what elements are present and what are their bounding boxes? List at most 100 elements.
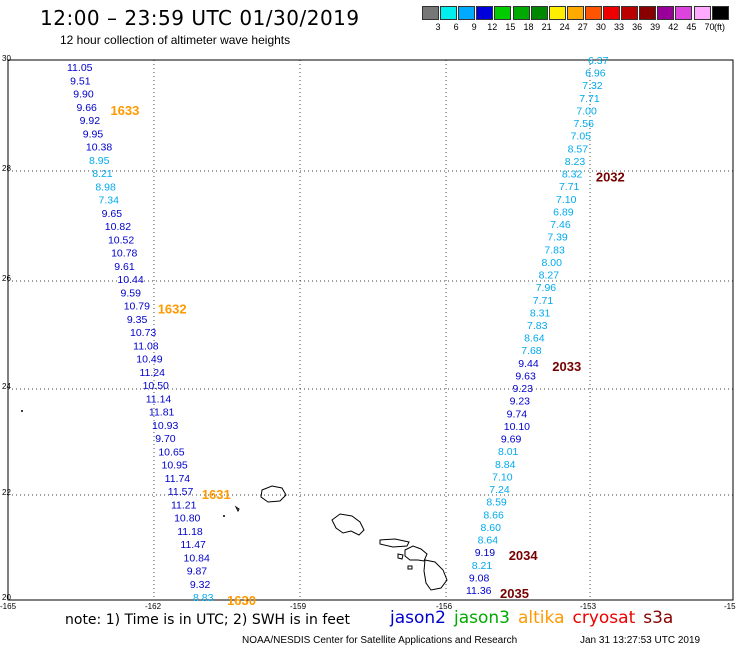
wave-height-value: 11.08 bbox=[133, 340, 159, 352]
grid-lines bbox=[8, 60, 733, 600]
wave-height-value: 10.95 bbox=[162, 460, 188, 472]
scale-swatch bbox=[657, 6, 675, 20]
pass-time-label: 2033 bbox=[552, 359, 581, 374]
scale-swatch bbox=[548, 6, 566, 20]
scale-label: 15 bbox=[505, 22, 516, 32]
generation-timestamp: Jan 31 13:27:53 UTC 2019 bbox=[580, 635, 701, 646]
wave-height-value: 7.83 bbox=[527, 320, 548, 332]
scale-swatch bbox=[458, 6, 476, 20]
pass-time-label: 1631 bbox=[202, 487, 231, 502]
wave-height-value: 6.96 bbox=[585, 68, 606, 80]
wave-height-value: 7.83 bbox=[544, 244, 565, 256]
wave-height-value: 11.21 bbox=[171, 499, 197, 511]
longitude-label: -156 bbox=[436, 602, 453, 611]
pass-time-label: 1633 bbox=[110, 103, 139, 118]
island-molokai bbox=[379, 538, 410, 548]
wave-height-value: 8.60 bbox=[481, 522, 502, 534]
wave-height-value: 9.65 bbox=[102, 208, 123, 220]
scale-label: 6 bbox=[453, 22, 459, 32]
wave-height-value: 7.68 bbox=[521, 345, 542, 357]
wave-height-value: 8.83 bbox=[193, 592, 214, 604]
scale-swatch bbox=[639, 6, 657, 20]
scale-label: 45 bbox=[686, 22, 697, 32]
altimeter-track-west: 11.059.519.909.669.929.9510.388.958.218.… bbox=[67, 62, 256, 608]
scale-label: 36 bbox=[632, 22, 643, 32]
wave-height-value: 8.98 bbox=[95, 181, 116, 193]
island-niihau bbox=[234, 505, 240, 513]
wave-height-value: 10.10 bbox=[504, 421, 530, 433]
wave-height-value: 8.27 bbox=[539, 270, 560, 282]
wave-height-value: 8.00 bbox=[542, 257, 563, 269]
pass-time-label: 2035 bbox=[500, 586, 529, 601]
wave-height-value: 9.95 bbox=[83, 128, 104, 140]
scale-swatch bbox=[512, 6, 530, 20]
wave-height-value: 10.65 bbox=[158, 446, 184, 458]
wave-height-value: 7.10 bbox=[492, 471, 513, 483]
wave-height-value: 7.24 bbox=[489, 484, 510, 496]
wave-height-value: 9.19 bbox=[475, 547, 496, 559]
wave-height-value: 7.56 bbox=[573, 118, 594, 130]
island-lanai bbox=[397, 553, 404, 560]
scale-label: 27 bbox=[577, 22, 588, 32]
legend-satellite: cryosat bbox=[572, 608, 636, 628]
satellite-legend: jason2 jason3 altika cryosat s3a bbox=[390, 608, 681, 628]
wave-height-value: 9.92 bbox=[80, 115, 101, 127]
wave-height-value: 11.47 bbox=[180, 539, 206, 551]
wave-height-value: 11.24 bbox=[139, 367, 165, 379]
wave-height-value: 10.38 bbox=[86, 142, 112, 154]
longitude-label: -162 bbox=[145, 602, 162, 611]
scale-swatch bbox=[621, 6, 639, 20]
scale-label: 70 bbox=[704, 22, 715, 32]
map-frame bbox=[7, 59, 734, 601]
hawaii-islands bbox=[234, 485, 448, 591]
pass-time-label: 1632 bbox=[158, 302, 187, 317]
wave-height-value: 9.44 bbox=[518, 358, 539, 370]
wave-height-value: 7.32 bbox=[582, 80, 603, 92]
longitude-label: -153 bbox=[580, 602, 597, 611]
scale-label: 42 bbox=[668, 22, 679, 32]
scale-label: 21 bbox=[541, 22, 552, 32]
wave-height-value: 7.10 bbox=[556, 194, 577, 206]
longitude-label: -165 bbox=[0, 602, 17, 611]
wave-height-value: 7.71 bbox=[559, 181, 580, 193]
scale-unit: (ft) bbox=[714, 22, 725, 32]
wave-height-value: 9.70 bbox=[155, 433, 176, 445]
scale-label: 12 bbox=[487, 22, 498, 32]
wave-height-value: 7.05 bbox=[571, 131, 592, 143]
scale-label: 39 bbox=[650, 22, 661, 32]
wave-height-value: 9.32 bbox=[190, 579, 211, 591]
scale-swatch bbox=[530, 6, 548, 20]
pass-time-label: 1630 bbox=[227, 593, 256, 608]
island-maui bbox=[404, 545, 428, 562]
wave-height-value: 7.00 bbox=[576, 105, 597, 117]
latitude-label: 20 bbox=[2, 593, 11, 602]
wave-height-value: 8.59 bbox=[486, 497, 507, 509]
wave-height-value: 10.44 bbox=[117, 274, 143, 286]
wave-height-value: 6.89 bbox=[553, 206, 574, 218]
wave-height-value: 10.93 bbox=[152, 420, 178, 432]
wave-height-value: 9.08 bbox=[469, 572, 490, 584]
scale-swatch bbox=[476, 6, 494, 20]
scale-swatch bbox=[440, 6, 458, 20]
scale-label: 9 bbox=[471, 22, 477, 32]
wave-height-value: 8.95 bbox=[89, 155, 110, 167]
scale-swatch bbox=[566, 6, 584, 20]
wave-height-value: 9.90 bbox=[73, 89, 94, 101]
wave-height-value: 10.82 bbox=[105, 221, 131, 233]
scale-label: 30 bbox=[595, 22, 606, 32]
wave-height-value: 9.59 bbox=[121, 287, 142, 299]
longitude-label: -15 bbox=[724, 602, 736, 611]
island-kahoolawe bbox=[407, 565, 413, 570]
wave-height-value: 11.57 bbox=[168, 486, 194, 498]
wave-height-value: 8.57 bbox=[568, 143, 589, 155]
wave-height-value: 8.31 bbox=[530, 307, 551, 319]
scale-swatch bbox=[711, 6, 729, 20]
credit-line: NOAA/NESDIS Center for Satellite Applica… bbox=[242, 635, 518, 646]
wave-height-value: 11.14 bbox=[146, 393, 172, 405]
legend-satellite: altika bbox=[518, 608, 565, 628]
island-oahu bbox=[331, 513, 365, 536]
scale-swatch bbox=[584, 6, 602, 20]
wave-height-value: 7.71 bbox=[579, 93, 600, 105]
wave-height-value: 6.37 bbox=[588, 55, 609, 67]
wave-height-value: 10.49 bbox=[136, 354, 162, 366]
